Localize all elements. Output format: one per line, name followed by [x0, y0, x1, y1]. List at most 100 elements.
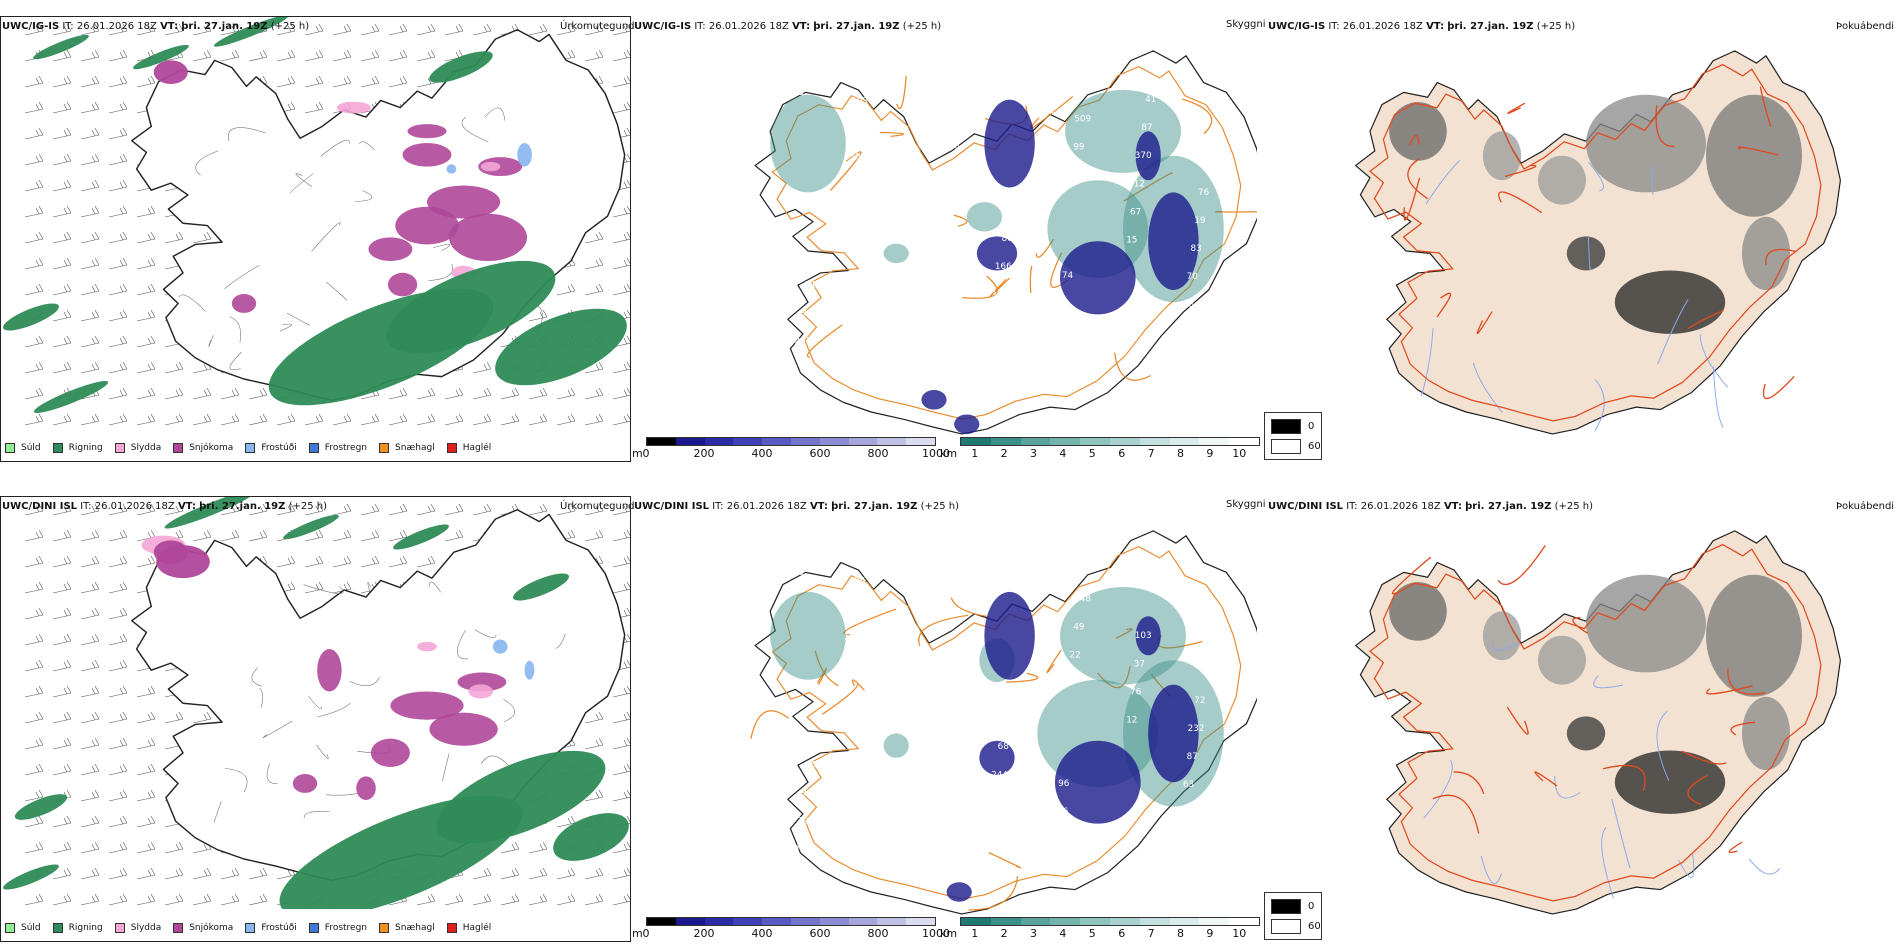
vis-color-step [1199, 918, 1230, 925]
fog-patch [1389, 582, 1447, 641]
legend-item-snæhagl: Snæhagl [379, 923, 435, 933]
terrain-height-area [1135, 616, 1161, 656]
fog-legend-0: 0 [1308, 421, 1315, 432]
legend-item-snjókoma: Snjókoma [173, 923, 233, 933]
terrain-height-area [984, 591, 1035, 680]
vt-label: VT: [792, 21, 811, 32]
vis-color-step [1139, 918, 1170, 925]
height-label: 7 [989, 347, 995, 357]
height-label: 87 [1141, 123, 1152, 133]
height-label: 27 [850, 605, 861, 615]
fog-legend: 0 60 [1264, 412, 1322, 460]
height-label: 73 [1202, 160, 1213, 170]
fog-swatch-0 [1271, 899, 1301, 914]
height-label: 36 [918, 105, 929, 115]
height-label: 90 [915, 613, 926, 623]
height-label: 38 [1085, 364, 1096, 374]
height-label: 76 [1198, 188, 1209, 198]
height-label: 48 [1183, 300, 1194, 310]
height-label: 87 [1187, 752, 1198, 762]
height-label: 37 [1134, 659, 1145, 669]
height-label: 15 [1126, 236, 1137, 246]
sleet-area [468, 684, 493, 699]
legend-swatch [173, 923, 184, 933]
precip-panel-title: UWC/IG-IS IT: 26.01.2026 18Z VT: þri. 27… [2, 21, 309, 33]
height-label: 96 [1058, 779, 1069, 789]
fog-patch [1742, 696, 1790, 770]
legend-swatch [114, 443, 125, 453]
height-label: 49 [1073, 623, 1084, 633]
height-color-step [848, 918, 878, 925]
precip-type-map [3, 497, 630, 909]
fog-visibility-area [883, 733, 909, 758]
height-label: 128 [931, 734, 948, 744]
vis-tick-label: 4 [1059, 927, 1067, 940]
it-value: 26.01.2026 18Z [726, 501, 807, 512]
height-color-step [762, 438, 791, 445]
precip-type-map [3, 17, 630, 426]
height-label: 84 [990, 798, 1002, 808]
height-color-step [762, 918, 791, 925]
fog-indicator-map [1355, 530, 1842, 915]
height-color-step [675, 918, 705, 925]
vis-color-step [1229, 918, 1259, 925]
legend-label: Súld [21, 923, 41, 933]
terrain-height-area [1148, 192, 1199, 290]
height-tick-label: 400 [751, 927, 773, 940]
height-label: 48 [949, 142, 960, 152]
height-tick-label: 200 [693, 447, 715, 460]
height-color-step [704, 438, 734, 445]
visibility-label: Skyggni [1226, 19, 1266, 30]
vis-tick-label: 7 [1147, 447, 1155, 460]
height-label: 15 [986, 827, 997, 837]
terrain-height-area [1054, 740, 1141, 824]
fog-legend-60: 60 [1308, 921, 1321, 932]
terrain-height-area [921, 390, 947, 410]
height-label: 20 [850, 125, 861, 135]
height-label: 346 [1052, 807, 1069, 817]
sleet-area [480, 161, 501, 172]
height-color-step [733, 918, 763, 925]
height-label: 93 [937, 706, 948, 716]
vis-color-step [961, 438, 991, 445]
height-tick-label: 0 [642, 927, 650, 940]
height-label: 22 [1070, 651, 1081, 661]
snow-area [395, 206, 459, 245]
lead-time: (+25 h) [288, 501, 328, 512]
vis-color-step [1050, 438, 1081, 445]
vt-value: þri. 27.jan. 19Z [813, 21, 900, 32]
legend-label: Snjókoma [189, 443, 234, 453]
vis-color-step [1080, 918, 1110, 925]
height-color-step [647, 438, 676, 445]
fog-patch [1586, 94, 1706, 193]
vis-color-step [1080, 438, 1110, 445]
snow-area [402, 143, 452, 167]
height-label: 44 [1047, 863, 1059, 873]
visibility-map: 1031308721742115481020478416121996770253… [754, 50, 1257, 435]
terrain-height-area [1135, 131, 1161, 181]
vis-color-step [1169, 918, 1200, 925]
height-label: 71 [862, 825, 873, 835]
height-label: 130 [844, 153, 861, 163]
vis-panel-title: UWC/IG-IS IT: 26.01.2026 18Z VT: þri. 27… [634, 21, 941, 33]
height-label: 99 [1073, 143, 1084, 153]
height-unit: m [632, 447, 643, 460]
legend-swatch [173, 443, 184, 453]
height-label: 1 [1072, 171, 1078, 181]
fog-panel-title: UWC/DINI ISL IT: 26.01.2026 18Z VT: þri.… [1268, 501, 1593, 513]
legend-item-frostregn: Frostregn [308, 923, 367, 933]
snow-area [317, 648, 342, 692]
legend-swatch [308, 443, 319, 453]
legend-item-frostúði: Frostúði [245, 923, 297, 933]
terrain-height-area [946, 882, 972, 902]
legend-item-súld: Súld [5, 923, 41, 933]
height-label: 75 [941, 198, 952, 208]
snow-area [368, 237, 413, 261]
vis-tick-label: 9 [1206, 927, 1214, 940]
fog-patch [1538, 155, 1586, 205]
height-label: 99 [1001, 714, 1012, 724]
height-label: 95 [858, 373, 869, 383]
height-colorbar: m 0 200 400 600 800 1000 [632, 437, 950, 467]
legend-label: Súld [21, 443, 41, 453]
height-label: 265 [806, 253, 823, 263]
